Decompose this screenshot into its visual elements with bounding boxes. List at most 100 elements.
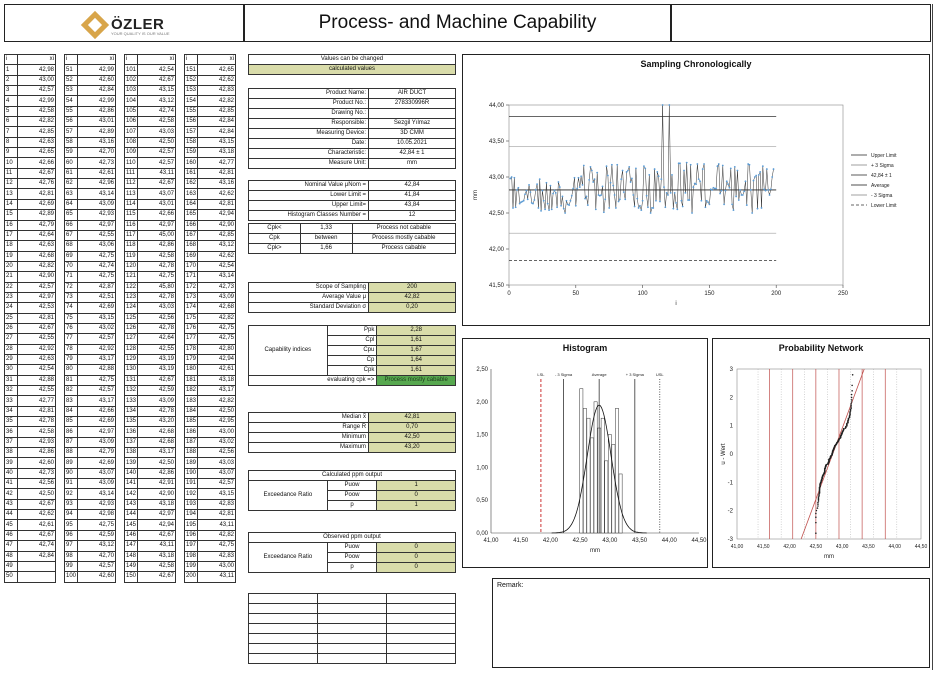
row-index: 33 <box>4 395 18 407</box>
table-row: 181 43,18 <box>183 374 237 387</box>
table-row: 175 42,82 <box>183 312 237 324</box>
data-point <box>704 206 707 209</box>
param-value: 41,84 <box>368 190 456 201</box>
row-value: 42,82 <box>197 95 237 107</box>
probability-point <box>817 498 820 501</box>
data-point <box>516 189 518 191</box>
data-point <box>687 199 689 201</box>
row-index: 3 <box>4 85 18 97</box>
row-value: 42,90 <box>137 488 177 500</box>
table-row: 199 43,00 <box>183 560 237 573</box>
row-index: 157 <box>183 126 199 138</box>
row-index: 154 <box>183 95 199 107</box>
row-value: 43,09 <box>77 478 117 490</box>
remark-box[interactable]: Remark: <box>492 578 930 668</box>
capability-value: 1,64 <box>376 355 456 366</box>
data-point <box>741 194 744 196</box>
ppm-name: p <box>326 500 378 511</box>
row-index: 192 <box>183 488 199 500</box>
param-label: Measuring Device: <box>247 128 370 139</box>
row-value: 42,85 <box>197 105 237 118</box>
data-point <box>618 198 621 201</box>
limits-table: Nominal Value μNom = 42,84 Lower Limit = 41… <box>247 180 456 221</box>
row-index: 152 <box>183 74 199 87</box>
sampling-table: Scope of Sampling 200 Average Value μ 42,82… <box>247 282 456 313</box>
param-label: Histogram Classes Number = <box>247 210 370 221</box>
probability-point <box>816 507 819 509</box>
row-index: 79 <box>63 353 79 366</box>
row-index: 103 <box>123 85 139 97</box>
ppm-name: Poow <box>326 490 378 501</box>
data-point <box>727 183 730 186</box>
row-index: 165 <box>183 209 199 221</box>
param-row: Upper Limit= 43,84 <box>247 200 456 211</box>
table-row: 57 42,89 <box>63 126 117 138</box>
table-row: 139 42,50 <box>123 457 177 469</box>
row-value: 42,56 <box>17 478 56 490</box>
data-point <box>655 199 657 202</box>
param-value: mm <box>368 158 456 169</box>
table-row: 94 42,98 <box>63 509 117 521</box>
x-tick-label: 41,50 <box>513 538 529 544</box>
row-index: 73 <box>63 291 79 304</box>
param-label: Maximum <box>247 442 370 453</box>
table-row: 146 42,67 <box>123 529 177 542</box>
x-axis-label: i <box>675 301 676 307</box>
row-value: 42,84 <box>77 85 117 97</box>
data-point <box>768 194 771 196</box>
data-point <box>691 212 693 214</box>
data-point <box>608 207 611 209</box>
data-point <box>695 183 697 186</box>
row-value: 42,84 <box>197 116 237 128</box>
data-point <box>720 189 723 192</box>
row-index: 133 <box>123 395 139 407</box>
row-index: 24 <box>4 302 18 314</box>
row-value: 43,11 <box>137 167 177 180</box>
data-point <box>705 199 708 202</box>
table-row: 84 42,66 <box>63 405 117 418</box>
row-value: 43,17 <box>197 384 237 397</box>
table-row: 29 42,63 <box>4 353 56 366</box>
row-index: 186 <box>183 426 199 438</box>
row-value: 42,61 <box>197 364 237 376</box>
row-value: 42,57 <box>17 281 56 293</box>
row-value: 42,68 <box>137 426 177 438</box>
histogram-panel: Histogram 0,00 0,50 1,00 1,50 2,00 2,50 41,00 4… <box>462 338 708 568</box>
ppm-value: 0 <box>376 562 456 573</box>
row-index: 96 <box>63 529 79 542</box>
row-index: 107 <box>123 126 139 138</box>
row-value: 43,02 <box>77 322 117 335</box>
data-point <box>645 194 648 197</box>
data-point <box>685 161 688 164</box>
table-row: 70 42,74 <box>63 260 117 273</box>
x-tick-label: 150 <box>704 291 715 297</box>
row-value: 42,97 <box>77 219 117 231</box>
param-value: 42,81 <box>368 412 456 423</box>
table-row: 154 42,82 <box>183 95 237 107</box>
data-point <box>681 205 684 208</box>
table-row: 125 42,56 <box>123 312 177 324</box>
table-row: 113 43,07 <box>123 188 177 200</box>
table-row: 82 42,57 <box>63 384 117 397</box>
table-row: 134 42,78 <box>123 405 177 418</box>
data-point <box>647 206 649 209</box>
data-point <box>640 209 643 212</box>
row-value: 45,00 <box>137 229 177 242</box>
evaluating-row: evaluating cpk => Process mostly cabable <box>247 375 456 386</box>
row-index: 178 <box>183 343 199 355</box>
table-row: 62 42,96 <box>63 178 117 190</box>
col-x-header: xi <box>137 53 177 66</box>
row-value: 42,69 <box>17 198 56 211</box>
row-value: 42,65 <box>17 147 56 159</box>
row-index: 129 <box>123 353 139 366</box>
row-index: 5 <box>4 105 18 118</box>
row-index: 190 <box>183 467 199 480</box>
row-value: 42,67 <box>137 374 177 387</box>
row-value: 43,16 <box>197 178 237 190</box>
probability-point <box>817 500 820 502</box>
reference-line-label: LSL <box>537 372 545 377</box>
row-index: 116 <box>123 219 139 231</box>
row-value: 42,82 <box>17 116 56 128</box>
y-tick-label: 1 <box>730 424 734 430</box>
row-index: 160 <box>183 157 199 169</box>
